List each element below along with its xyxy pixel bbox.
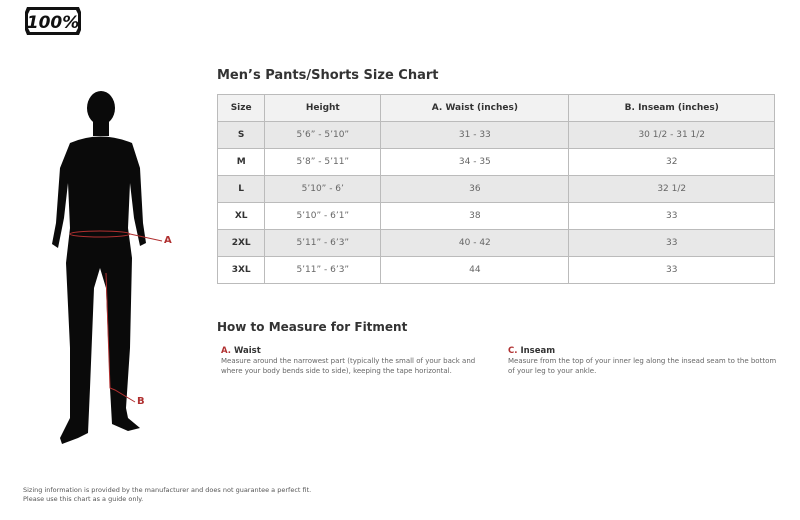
table-cell: 5’11” - 6’3” <box>264 256 382 284</box>
table-cell: 5’6” - 5’10” <box>264 121 382 149</box>
svg-text:100%: 100% <box>27 13 80 33</box>
header-inseam: B. Inseam (inches) <box>568 94 775 122</box>
header-size: Size <box>216 94 266 122</box>
brand-logo: 100% <box>25 7 81 35</box>
table-cell: 33 <box>568 229 775 257</box>
disclaimer-line: Sizing information is provided by the ma… <box>23 486 312 494</box>
measure-name: Inseam <box>520 346 556 356</box>
table-row: L 5’10” - 6’ 36 32 1/2 <box>216 175 775 203</box>
table-cell: S <box>216 121 266 149</box>
body-silhouette <box>52 91 163 444</box>
table-cell: 5’11” - 6’3” <box>264 229 382 257</box>
table-cell: 2XL <box>216 229 266 257</box>
table-cell: 5’8” - 5’11” <box>264 148 382 176</box>
label-b: B <box>137 396 145 407</box>
table-row: XL 5’10” - 6’1” 38 33 <box>216 202 775 230</box>
table-cell: 5’10” - 6’ <box>264 175 382 203</box>
table-cell: 32 1/2 <box>568 175 775 203</box>
measure-text: Measure from the top of your inner leg a… <box>508 357 777 375</box>
measure-text: Measure around the narrowest part (typic… <box>221 357 476 375</box>
table-cell: 36 <box>380 175 570 203</box>
table-cell: L <box>216 175 266 203</box>
size-chart-table: Size Height A. Waist (inches) B. Inseam … <box>216 94 775 284</box>
measure-inseam: C. Inseam Measure from the top of your i… <box>508 346 778 376</box>
table-cell: 40 - 42 <box>380 229 570 257</box>
table-cell: 38 <box>380 202 570 230</box>
label-a: A <box>164 235 172 246</box>
measure-name: Waist <box>233 346 261 356</box>
table-cell: 3XL <box>216 256 266 284</box>
table-cell: XL <box>216 202 266 230</box>
table-cell: 32 <box>568 148 775 176</box>
table-cell: 34 - 35 <box>380 148 570 176</box>
header-height: Height <box>264 94 382 122</box>
measure-letter: A. <box>221 346 231 356</box>
table-cell: 30 1/2 - 31 1/2 <box>568 121 775 149</box>
table-cell: 33 <box>568 256 775 284</box>
table-row: M 5’8” - 5’11” 34 - 35 32 <box>216 148 775 176</box>
table-row: 2XL 5’11” - 6’3” 40 - 42 33 <box>216 229 775 257</box>
page-title: Men’s Pants/Shorts Size Chart <box>217 68 439 83</box>
table-row: S 5’6” - 5’10” 31 - 33 30 1/2 - 31 1/2 <box>216 121 775 149</box>
table-cell: 5’10” - 6’1” <box>264 202 382 230</box>
table-row: 3XL 5’11” - 6’3” 44 33 <box>216 256 775 284</box>
measure-letter: C. <box>508 346 518 356</box>
table-cell: 44 <box>380 256 570 284</box>
table-cell: 33 <box>568 202 775 230</box>
measure-waist: A. Waist Measure around the narrowest pa… <box>221 346 491 376</box>
disclaimer: Sizing information is provided by the ma… <box>23 486 311 504</box>
disclaimer-line: Please use this chart as a guide only. <box>23 495 144 503</box>
header-waist: A. Waist (inches) <box>380 94 570 122</box>
table-cell: 31 - 33 <box>380 121 570 149</box>
table-cell: M <box>216 148 266 176</box>
howto-title: How to Measure for Fitment <box>217 320 408 334</box>
